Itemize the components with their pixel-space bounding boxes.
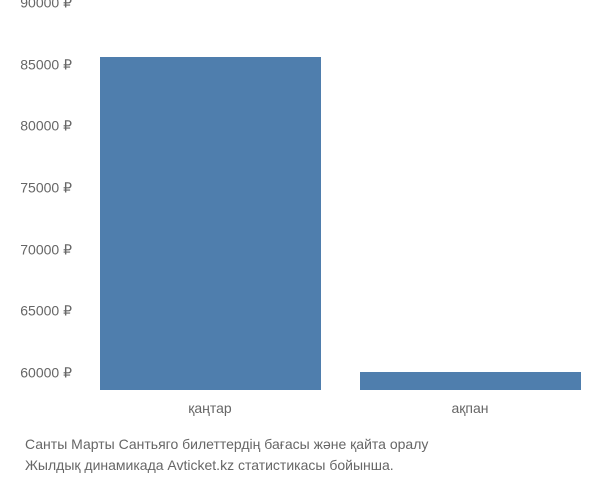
- chart-caption: Санты Марты Сантьяго билеттердің бағасы …: [20, 434, 580, 476]
- chart-container: 60000 ₽ 65000 ₽ 70000 ₽ 75000 ₽ 80000 ₽ 85000…: [0, 0, 600, 500]
- x-label: қаңтар: [80, 400, 340, 416]
- bar-slot: [80, 20, 340, 390]
- x-label: ақпан: [340, 400, 600, 416]
- x-axis-labels: қаңтарақпан: [80, 400, 600, 416]
- bar: [100, 57, 321, 390]
- y-tick: 85000 ₽: [20, 56, 72, 73]
- bars-group: [80, 20, 600, 390]
- y-tick: 75000 ₽: [20, 180, 72, 197]
- y-tick: 65000 ₽: [20, 303, 72, 320]
- bar-slot: [340, 20, 600, 390]
- caption-line-2: Жылдық динамикада Avticket.kz статистика…: [25, 455, 575, 476]
- plot-area: 60000 ₽65000 ₽70000 ₽75000 ₽80000 ₽85000…: [80, 20, 600, 390]
- caption-line-1: Санты Марты Сантьяго билеттердің бағасы …: [25, 434, 575, 455]
- y-tick: 70000 ₽: [20, 241, 72, 258]
- y-tick: 60000 ₽: [20, 365, 72, 382]
- bar: [360, 372, 581, 391]
- y-tick: 90000 ₽: [20, 0, 72, 12]
- y-tick: 80000 ₽: [20, 118, 72, 135]
